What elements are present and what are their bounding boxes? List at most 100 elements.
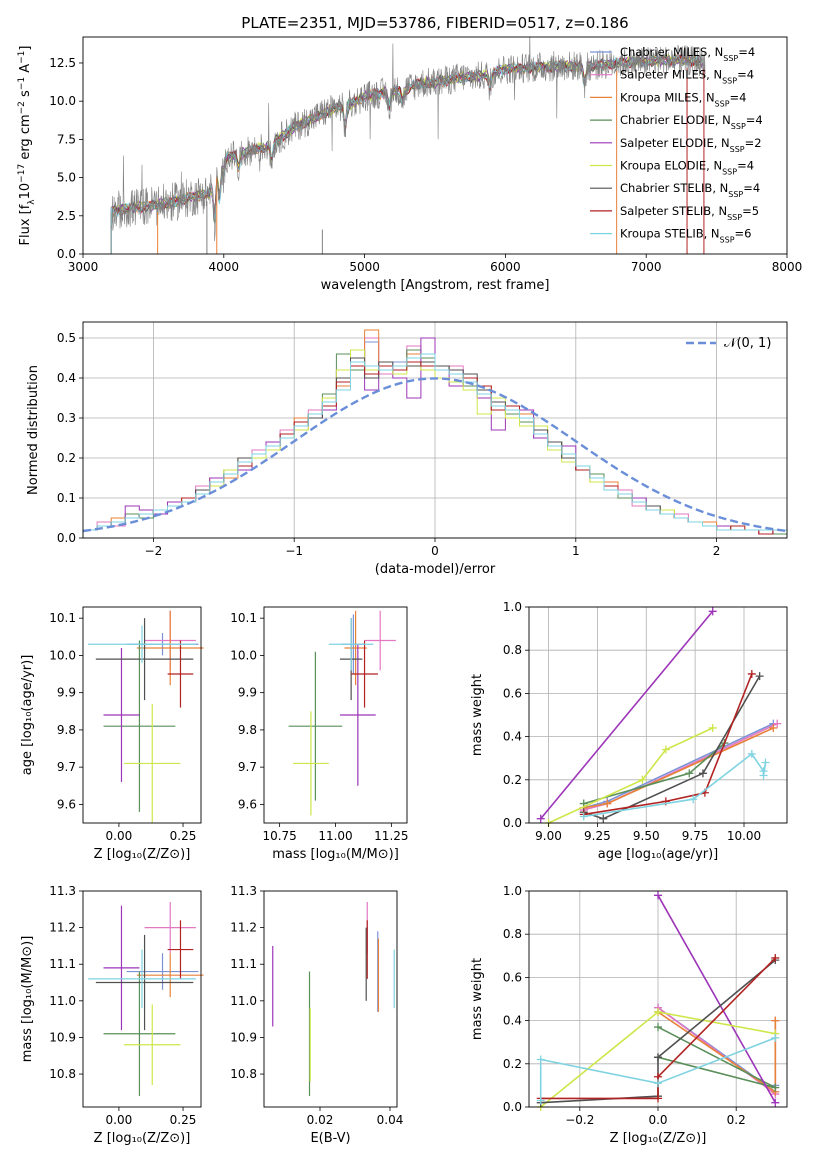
errorbar-chabrier_miles <box>126 953 199 990</box>
axes-frame <box>528 606 788 824</box>
ticks: −2 −1 0 1 2 0.0 0.1 0.2 0.3 0.4 0.5 <box>57 331 721 558</box>
x-tick-label: 9.50 <box>633 829 660 843</box>
x-tick-label: 9.25 <box>584 829 611 843</box>
ticks: 10.75 11.00 11.25 9.6 9.7 9.8 9.9 10.0 10.1 <box>230 611 408 843</box>
marker-kroupa_elodie <box>654 1007 662 1016</box>
ticks: 0.02 0.04 10.8 10.9 11.0 11.1 11.2 11.3 <box>230 884 403 1127</box>
errorbar-salpeter_elodie <box>339 644 376 786</box>
errorbar-salpeter_stelib <box>167 920 194 979</box>
errorbar-chabrier_stelib <box>95 618 194 701</box>
y-tick-label: 9.8 <box>238 723 257 737</box>
x-tick-label: 1 <box>572 544 580 558</box>
legend-subscript: SSP <box>722 167 737 176</box>
marker-kroupa_miles <box>769 723 778 732</box>
legend-entry-chabrier_miles: Chabrier MILES, NSSP=4 <box>620 45 755 63</box>
x-tick-label: 0.00 <box>106 1113 133 1127</box>
axes-frame <box>263 890 398 1108</box>
plot-area <box>288 610 396 816</box>
marker-chabrier_stelib <box>654 1053 662 1062</box>
y-tick-label: 10.9 <box>49 1030 76 1044</box>
y-tick-label: 11.0 <box>230 994 257 1008</box>
marker-kroupa_stelib <box>689 795 698 804</box>
line-salpeter_elodie <box>540 610 714 820</box>
axes-frame <box>82 36 788 255</box>
x-axis-label: E(B-V) <box>310 1131 350 1146</box>
series-kroupa_elodie <box>544 723 717 827</box>
y-tick-label: 0.5 <box>57 331 76 345</box>
y-axis-label: mass weight <box>470 674 485 756</box>
x-tick-label: 3000 <box>68 260 99 274</box>
y-axis-label-part: A <box>18 64 33 77</box>
errorbar-kroupa_miles <box>344 610 367 686</box>
normal-curve <box>82 377 788 533</box>
marker-kroupa_stelib <box>747 749 756 758</box>
errorbar-kroupa_stelib <box>88 949 196 1009</box>
y-tick-label: 9.9 <box>238 686 257 700</box>
legend-entry-chabrier_stelib: Chabrier STELIB, NSSP=4 <box>620 181 760 199</box>
series-salpeter_elodie <box>536 607 717 823</box>
y-tick-label: 0.1 <box>57 491 76 505</box>
panel-age_vs_Z: 0.00 0.25 9.6 9.7 9.8 9.9 10.0 10.1 Z [log₁₀(Z/Z… <box>20 606 204 862</box>
y-tick-label: 0.4 <box>503 1014 522 1028</box>
x-tick-label: 0.0 <box>648 1113 667 1127</box>
grid <box>529 606 787 824</box>
y-tick-label: 11.3 <box>49 884 76 898</box>
legend-entry-kroupa_miles: Kroupa MILES, NSSP=4 <box>620 90 746 108</box>
plot-area <box>88 610 204 823</box>
y-axis-label-part: −1 <box>17 77 27 90</box>
legend-subscript: SSP <box>723 54 738 63</box>
line-kroupa_elodie <box>548 727 714 824</box>
y-tick-label: 10.8 <box>49 1067 76 1081</box>
line-chabrier_elodie <box>657 1026 776 1089</box>
panel-mass_weight_vs_age: 9.00 9.25 9.50 9.75 10.00 0.0 0.2 0.4 0.6 0.8 1.0 a… <box>470 600 788 862</box>
errorbar-salpeter_miles <box>364 610 396 671</box>
y-axis-label-part: 10 <box>18 183 33 200</box>
legend-text: Salpeter STELIB, N <box>620 204 727 218</box>
marker-salpeter_miles <box>773 719 782 728</box>
chart-title: PLATE=2351, MJD=53786, FIBERID=0517, z=0… <box>241 14 628 32</box>
y-tick-label: 11.1 <box>230 957 257 971</box>
marker-chabrier_stelib <box>755 672 764 681</box>
legend-text: Kroupa STELIB, N <box>620 227 720 241</box>
legend-text: Salpeter ELODIE, N <box>620 136 730 150</box>
errorbar-kroupa_stelib <box>328 618 374 671</box>
legend-tail: =5 <box>742 204 759 218</box>
plot-area <box>536 607 782 827</box>
marker-kroupa_stelib <box>536 1055 545 1064</box>
line-kroupa_stelib <box>539 1037 776 1101</box>
y-tick-label: 1.0 <box>503 884 522 898</box>
x-tick-label: −1 <box>285 544 303 558</box>
marker-salpeter_elodie <box>771 1098 780 1107</box>
legend-tail: =2 <box>745 136 762 150</box>
x-tick-label: −2 <box>145 544 163 558</box>
axes-frame <box>528 890 788 1108</box>
errorbar-kroupa_elodie <box>124 1004 181 1086</box>
y-tick-label: 0.0 <box>503 1100 522 1114</box>
y-axis-label: mass [log₁₀(M/M⊙)] <box>20 936 35 1063</box>
marker-kroupa_stelib <box>759 771 768 780</box>
axes-frame <box>263 606 408 824</box>
y-tick-label: 10.1 <box>230 611 257 625</box>
line-salpeter_stelib <box>583 673 753 816</box>
y-axis-label-part: λ <box>27 199 37 205</box>
y-tick-label: 0.2 <box>503 1057 522 1071</box>
panel-mass_vs_ebv: 0.02 0.04 10.8 10.9 11.0 11.1 11.2 11.3 E(B-V) <box>230 884 403 1146</box>
marker-kroupa_miles <box>771 1016 780 1025</box>
marker-salpeter_stelib <box>654 1094 662 1103</box>
y-tick-label: 0.3 <box>57 411 76 425</box>
y-tick-label: 5.0 <box>57 171 76 185</box>
y-tick-label: 10.0 <box>49 648 76 662</box>
y-tick-label: 10.0 <box>49 94 76 108</box>
ticks: 0.00 0.25 10.8 10.9 11.0 11.1 11.2 11.3 <box>49 884 196 1127</box>
marker-salpeter_elodie <box>536 814 545 823</box>
legend-tail: =4 <box>746 113 763 127</box>
plot-area <box>88 901 204 1097</box>
y-tick-label: 0.6 <box>503 970 522 984</box>
x-tick-label: 5000 <box>349 260 380 274</box>
x-tick-label: 9.00 <box>535 829 562 843</box>
panel-mass_weight_vs_Z: −0.2 0.0 0.2 0.0 0.2 0.4 0.6 0.8 1.0 Z [log₁₀(Z/Z… <box>470 884 788 1146</box>
legend-subscript: SSP <box>720 235 735 244</box>
plot-area <box>110 37 706 254</box>
axes-frame <box>82 321 788 539</box>
